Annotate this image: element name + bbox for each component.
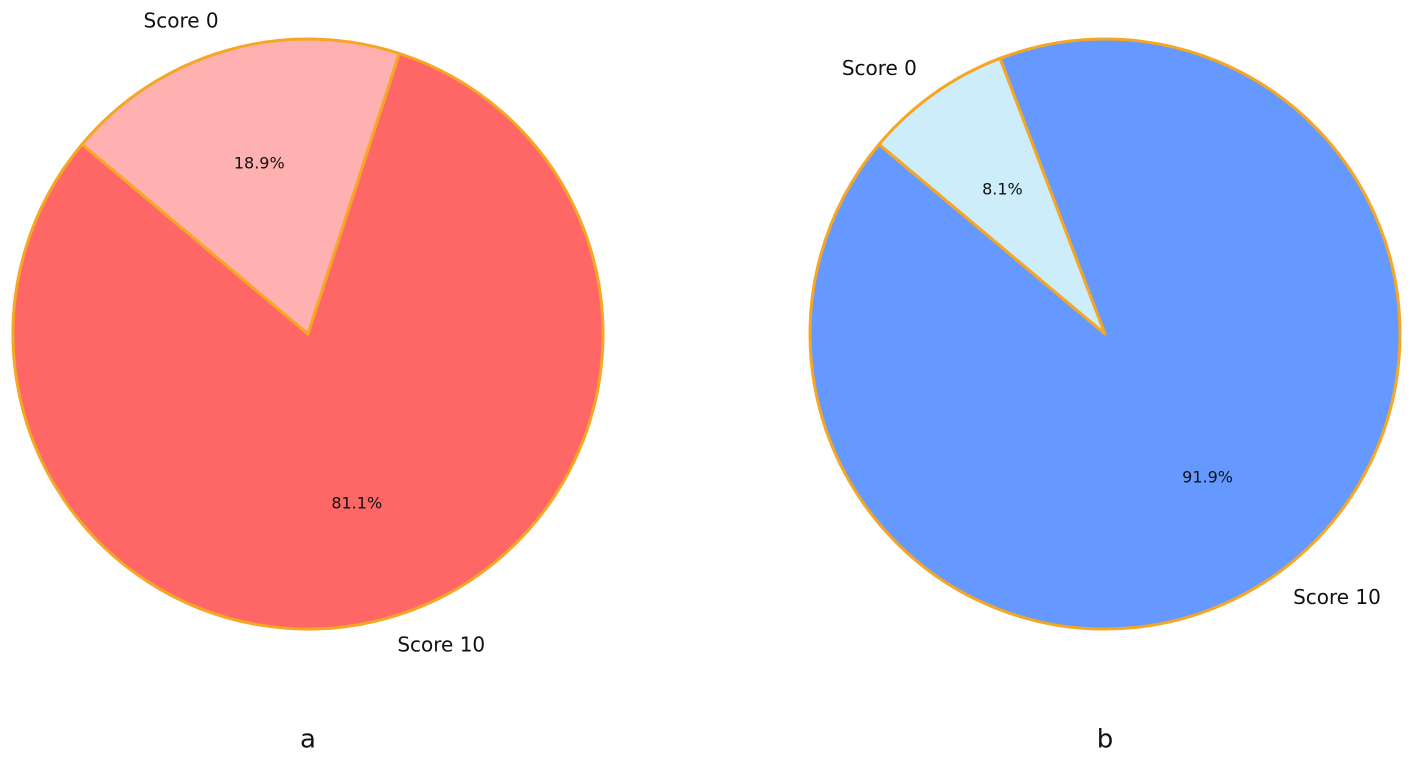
pie-slice	[11, 52, 605, 631]
category-label: Score 0	[144, 9, 219, 33]
value-label: 8.1%	[982, 179, 1023, 198]
category-label: Score 10	[397, 632, 485, 656]
value-label: 91.9%	[1182, 468, 1233, 487]
value-label: 81.1%	[331, 494, 382, 513]
category-label: Score 10	[1293, 585, 1381, 609]
chart-title: b	[1097, 725, 1114, 755]
value-label: 18.9%	[234, 153, 285, 172]
pie-slice	[877, 56, 1107, 336]
pie-slice	[80, 37, 401, 336]
chart-title: a	[300, 725, 316, 755]
category-label: Score 0	[842, 56, 917, 80]
pie-slice	[808, 37, 1402, 631]
